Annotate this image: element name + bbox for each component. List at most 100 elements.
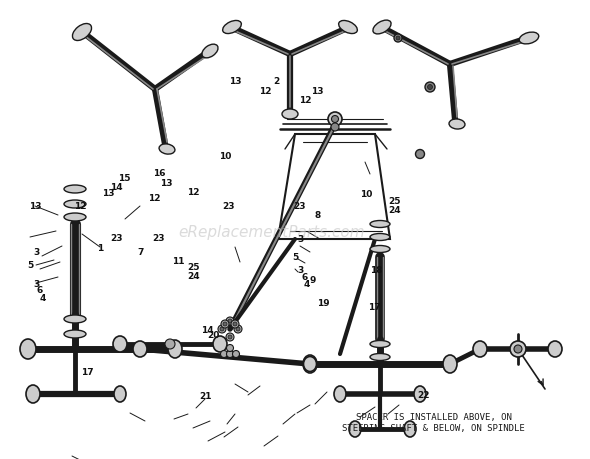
Ellipse shape bbox=[373, 21, 391, 35]
Text: 23: 23 bbox=[110, 233, 123, 242]
Circle shape bbox=[425, 83, 435, 93]
Ellipse shape bbox=[20, 339, 36, 359]
Text: 21: 21 bbox=[199, 391, 212, 400]
Circle shape bbox=[236, 327, 240, 331]
Ellipse shape bbox=[548, 341, 562, 357]
Ellipse shape bbox=[64, 185, 86, 194]
Ellipse shape bbox=[404, 421, 416, 437]
Text: 2: 2 bbox=[273, 77, 279, 86]
Text: 25: 25 bbox=[187, 263, 200, 272]
Ellipse shape bbox=[64, 330, 86, 338]
Text: 9: 9 bbox=[310, 275, 316, 285]
Text: 19: 19 bbox=[317, 298, 330, 308]
Circle shape bbox=[332, 116, 339, 123]
Ellipse shape bbox=[334, 386, 346, 402]
Circle shape bbox=[227, 351, 234, 358]
Circle shape bbox=[232, 351, 240, 358]
Ellipse shape bbox=[370, 234, 390, 241]
Text: 15: 15 bbox=[117, 174, 130, 183]
Ellipse shape bbox=[213, 336, 227, 352]
Text: 4: 4 bbox=[40, 293, 45, 302]
Text: 13: 13 bbox=[160, 178, 173, 187]
Circle shape bbox=[231, 320, 239, 328]
Text: 11: 11 bbox=[172, 256, 185, 265]
Circle shape bbox=[221, 351, 228, 358]
Ellipse shape bbox=[282, 110, 298, 120]
Text: 23: 23 bbox=[152, 233, 165, 242]
Circle shape bbox=[228, 335, 232, 339]
Text: 5: 5 bbox=[292, 252, 298, 262]
Circle shape bbox=[226, 317, 234, 325]
Text: 3: 3 bbox=[34, 247, 40, 256]
Ellipse shape bbox=[473, 341, 487, 357]
Ellipse shape bbox=[133, 341, 147, 357]
Ellipse shape bbox=[64, 315, 86, 323]
Ellipse shape bbox=[202, 45, 218, 59]
Circle shape bbox=[165, 339, 175, 349]
Ellipse shape bbox=[443, 355, 457, 373]
Circle shape bbox=[218, 325, 226, 333]
Ellipse shape bbox=[349, 421, 361, 437]
Text: 24: 24 bbox=[388, 206, 401, 215]
Circle shape bbox=[514, 345, 522, 353]
Ellipse shape bbox=[73, 24, 91, 41]
Ellipse shape bbox=[159, 145, 175, 155]
Ellipse shape bbox=[113, 336, 127, 352]
Text: 17: 17 bbox=[81, 367, 94, 376]
Text: 10: 10 bbox=[360, 189, 372, 198]
Ellipse shape bbox=[370, 354, 390, 361]
Ellipse shape bbox=[26, 385, 40, 403]
Circle shape bbox=[233, 322, 237, 326]
Ellipse shape bbox=[519, 33, 539, 45]
Circle shape bbox=[428, 85, 432, 90]
Circle shape bbox=[220, 327, 224, 331]
Text: 16: 16 bbox=[153, 169, 166, 178]
Circle shape bbox=[415, 150, 424, 159]
Ellipse shape bbox=[64, 213, 86, 222]
Text: 6: 6 bbox=[301, 272, 307, 281]
Text: 3: 3 bbox=[298, 265, 304, 274]
Text: 24: 24 bbox=[187, 272, 200, 281]
Text: 22: 22 bbox=[417, 390, 430, 399]
Text: 12: 12 bbox=[187, 187, 200, 196]
Text: 7: 7 bbox=[137, 247, 143, 256]
Text: 18: 18 bbox=[370, 265, 383, 274]
Text: 3: 3 bbox=[34, 279, 40, 288]
Text: 12: 12 bbox=[259, 86, 272, 95]
Circle shape bbox=[234, 325, 242, 333]
Text: SPACER IS INSTALLED ABOVE, ON: SPACER IS INSTALLED ABOVE, ON bbox=[356, 412, 512, 421]
Text: 14: 14 bbox=[201, 325, 214, 334]
Circle shape bbox=[226, 333, 234, 341]
Text: 14: 14 bbox=[110, 183, 123, 192]
Text: STEERING SHAFT & BELOW, ON SPINDLE: STEERING SHAFT & BELOW, ON SPINDLE bbox=[342, 423, 525, 432]
Ellipse shape bbox=[414, 386, 426, 402]
Ellipse shape bbox=[303, 357, 316, 372]
Text: 5: 5 bbox=[28, 261, 34, 270]
Text: 23: 23 bbox=[293, 201, 306, 210]
Text: 25: 25 bbox=[388, 196, 401, 206]
Text: 4: 4 bbox=[304, 279, 310, 288]
Ellipse shape bbox=[303, 355, 317, 373]
Ellipse shape bbox=[222, 22, 241, 34]
Ellipse shape bbox=[114, 386, 126, 402]
Circle shape bbox=[227, 345, 234, 352]
Text: 1: 1 bbox=[97, 243, 103, 252]
Ellipse shape bbox=[64, 201, 86, 208]
Circle shape bbox=[223, 322, 227, 326]
Text: 13: 13 bbox=[311, 86, 324, 95]
Text: 23: 23 bbox=[222, 201, 235, 210]
Circle shape bbox=[331, 124, 339, 132]
Text: 17: 17 bbox=[368, 302, 381, 311]
Text: 8: 8 bbox=[314, 210, 320, 219]
Text: 3: 3 bbox=[298, 234, 304, 243]
Ellipse shape bbox=[370, 246, 390, 253]
Text: 13: 13 bbox=[102, 188, 115, 197]
Ellipse shape bbox=[370, 341, 390, 348]
Text: 12: 12 bbox=[74, 201, 87, 210]
Text: 13: 13 bbox=[228, 77, 241, 86]
Text: 6: 6 bbox=[37, 285, 43, 295]
Text: 12: 12 bbox=[299, 95, 312, 105]
Text: 13: 13 bbox=[29, 201, 42, 210]
Ellipse shape bbox=[449, 120, 465, 130]
Circle shape bbox=[228, 319, 232, 323]
